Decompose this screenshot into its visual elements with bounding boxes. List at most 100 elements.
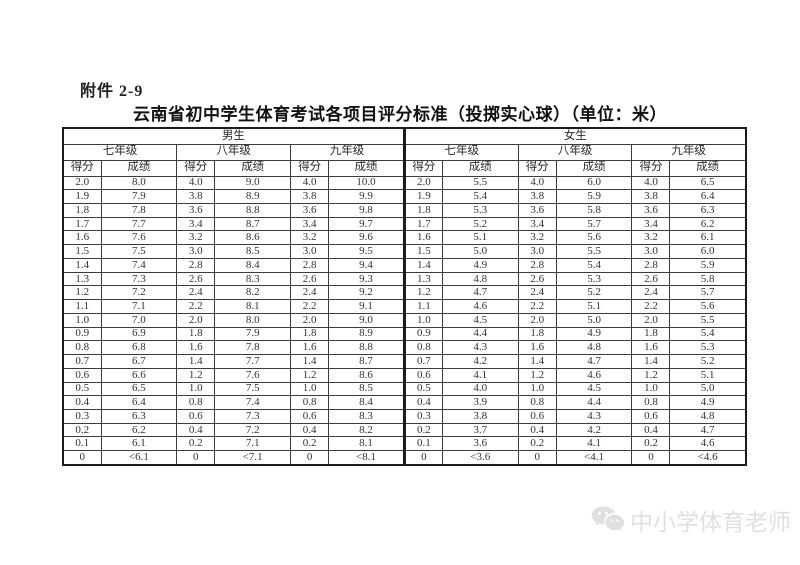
result-cell: 9.0 [328, 312, 405, 328]
score-cell: 0.4 [176, 422, 216, 438]
result-cell: 6.2 [669, 216, 747, 232]
score-cell: 0.2 [402, 422, 443, 438]
result-cell: 4.1 [555, 436, 633, 452]
result-cell: 7.3 [214, 408, 292, 424]
score-cell: 1.6 [176, 340, 216, 356]
score-cell: 3.8 [176, 189, 216, 204]
score-cell: 0.8 [176, 395, 216, 410]
score-cell: 1.5 [62, 244, 102, 259]
result-cell: 5.0 [555, 312, 633, 328]
score-cell: 0 [517, 450, 557, 466]
result-cell: 5.0 [441, 244, 519, 259]
result-cell: 8.5 [328, 381, 405, 397]
result-cell: 5.1 [441, 230, 519, 246]
result-cell: 7.7 [214, 354, 292, 369]
result-cell: 7.0 [100, 312, 178, 328]
score-cell: 1.4 [402, 257, 443, 273]
score-cell: 0 [176, 450, 216, 466]
score-cell: 2.0 [517, 312, 557, 328]
result-cell: 5.6 [555, 230, 633, 246]
result-cell: 6.0 [669, 244, 747, 259]
result-cell: 7.4 [100, 257, 178, 273]
score-cell: 0.8 [290, 395, 330, 410]
col-header-score: 得分 [62, 159, 102, 177]
score-cell: 0.8 [62, 340, 102, 356]
result-cell: 6.5 [100, 381, 178, 397]
result-cell: 8.8 [214, 202, 292, 218]
score-cell: 0.9 [402, 326, 443, 342]
score-cell: 0.3 [62, 408, 102, 424]
score-cell: 3.8 [631, 189, 671, 204]
score-cell: 0 [62, 450, 102, 466]
score-cell: 2.8 [176, 257, 216, 273]
table-row: 1.4 7.4 2.8 8.4 2.8 9.4 1.4 4.9 2.8 5.4 2.8 5.9 [62, 257, 747, 273]
result-cell: 10.0 [328, 175, 405, 191]
result-cell: 7.9 [214, 326, 292, 342]
result-cell: 7.4 [214, 395, 292, 410]
score-cell: 0.3 [402, 408, 443, 424]
score-cell: 3.4 [517, 216, 557, 232]
result-cell: 4.9 [669, 395, 747, 410]
result-cell: 8.4 [214, 257, 292, 273]
table-row: 0.3 6.3 0.6 7.3 0.6 8.3 0.3 3.8 0.6 4.3 0.6 4.8 [62, 408, 747, 424]
result-cell: 7.1 [100, 299, 178, 314]
score-cell: 1.0 [517, 381, 557, 397]
table-row: 0.6 6.6 1.2 7.6 1.2 8.6 0.6 4.1 1.2 4.6 1.2 5.1 [62, 367, 747, 383]
result-cell: 9.0 [214, 175, 292, 191]
score-cell: 0.4 [631, 422, 671, 438]
score-cell: 0.1 [402, 436, 443, 452]
result-cell: 4.9 [555, 326, 633, 342]
table-row: 1.0 7.0 2.0 8.0 2.0 9.0 1.0 4.5 2.0 5.0 2.0 5.5 [62, 312, 747, 328]
score-cell: 1.2 [290, 367, 330, 383]
score-cell: 0 [290, 450, 330, 466]
result-cell: 7.7 [100, 216, 178, 232]
score-cell: 1.8 [402, 202, 443, 218]
result-cell: 6.7 [100, 354, 178, 369]
score-cell: 0 [402, 450, 443, 466]
result-cell: 4.8 [441, 271, 519, 287]
result-cell: 8.1 [214, 299, 292, 314]
score-cell: 1.4 [290, 354, 330, 369]
table-body: 2.0 8.0 4.0 9.0 4.0 10.0 2.0 5.5 4.0 6.0 4.0 6.5 1.9… [62, 175, 747, 466]
result-cell: 8.0 [214, 312, 292, 328]
score-cell: 0.6 [631, 408, 671, 424]
score-cell: 0.6 [176, 408, 216, 424]
score-cell: 0.2 [176, 436, 216, 452]
score-cell: 1.2 [517, 367, 557, 383]
score-cell: 3.8 [290, 189, 330, 204]
result-cell: 9.3 [328, 271, 405, 287]
result-cell: 7.5 [214, 381, 292, 397]
score-cell: 4.0 [517, 175, 557, 191]
score-cell: 1.8 [631, 326, 671, 342]
score-cell: 3.4 [176, 216, 216, 232]
score-cell: 3.4 [631, 216, 671, 232]
score-cell: 2.4 [290, 285, 330, 301]
result-cell: 6.5 [669, 175, 747, 191]
result-cell: 4.2 [441, 354, 519, 369]
score-cell: 2.2 [631, 299, 671, 314]
score-cell: 0.2 [517, 436, 557, 452]
result-cell: 8.3 [328, 408, 405, 424]
result-cell: 5.2 [441, 216, 519, 232]
result-cell: 3.7 [441, 422, 519, 438]
result-cell: 8.8 [328, 340, 405, 356]
score-table: 男生 女生 七年级 八年级 九年级 七年级 八年级 九年级 得分 成绩 得分 成… [62, 127, 747, 466]
result-cell: 5.9 [669, 257, 747, 273]
result-cell: <6.1 [100, 450, 178, 466]
score-cell: 1.1 [402, 299, 443, 314]
result-cell: 4.4 [555, 395, 633, 410]
gender-header-boys: 男生 [62, 127, 405, 145]
score-cell: 1.4 [62, 257, 102, 273]
result-cell: 8.7 [214, 216, 292, 232]
score-cell: 1.6 [62, 230, 102, 246]
result-cell: 8.9 [328, 326, 405, 342]
col-header-result: 成绩 [328, 159, 405, 177]
result-cell: 7.8 [214, 340, 292, 356]
score-cell: 0.2 [631, 436, 671, 452]
result-cell: 8.2 [214, 285, 292, 301]
wechat-icon [591, 505, 625, 535]
result-cell: 4.5 [441, 312, 519, 328]
score-cell: 2.4 [176, 285, 216, 301]
score-cell: 1.4 [176, 354, 216, 369]
score-cell: 1.9 [402, 189, 443, 204]
